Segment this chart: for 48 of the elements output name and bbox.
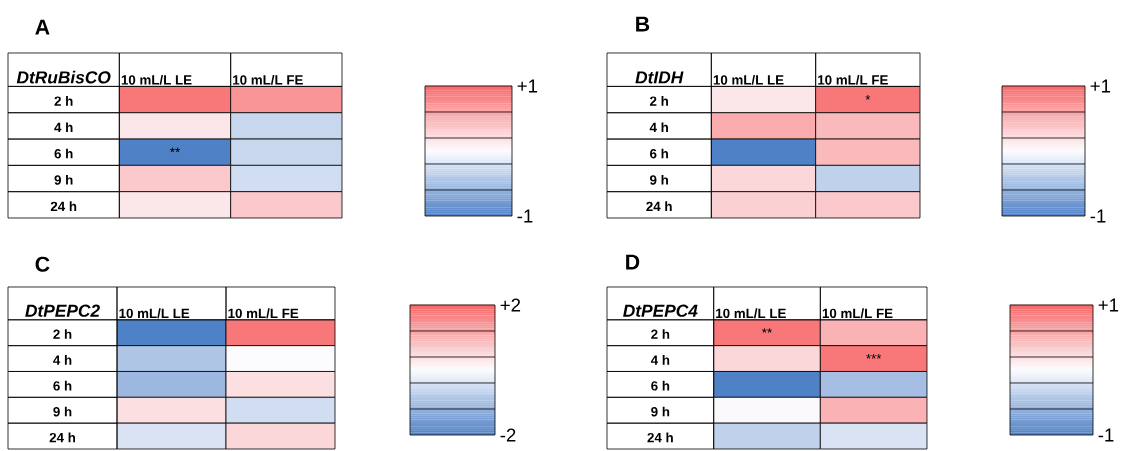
y-tick-label: 9 h	[651, 406, 670, 417]
y-tick-label: 24 h	[646, 201, 672, 211]
y-tick-label: 4 h	[650, 355, 670, 365]
y-tick-label: 24 h	[49, 432, 75, 443]
x-tick-label: 10 mL/L FE	[228, 308, 299, 319]
x-tick-label: 10 mL/L LE	[121, 74, 192, 85]
y-tick-label: 4 h	[54, 122, 73, 133]
color-bar-label: -2	[500, 428, 516, 442]
chart-title: A	[35, 19, 50, 35]
x-tick-label: 10 mL/L FE	[233, 74, 303, 85]
y-axis-title: DtIDH	[635, 71, 684, 84]
color-bar-label: -1	[517, 209, 533, 223]
chart-title: C	[35, 256, 50, 272]
data-label: ***	[866, 353, 882, 359]
y-tick-label: 4 h	[53, 355, 72, 365]
color-bar-label: +1	[517, 79, 538, 93]
y-tick-label: 6 h	[650, 148, 668, 159]
y-tick-label: 24 h	[647, 432, 673, 443]
y-tick-label: 2 h	[53, 329, 72, 339]
data-label: **	[170, 147, 180, 153]
y-tick-label: 9 h	[650, 174, 668, 185]
color-bar-label: +1	[1098, 298, 1119, 312]
x-tick-label: 10 mL/L LE	[713, 74, 784, 85]
x-tick-label: 10 mL/L LE	[716, 308, 786, 319]
y-tick-label: 9 h	[53, 406, 72, 417]
chart-title: B	[636, 16, 650, 32]
y-axis-title: DtRuBisCO	[16, 70, 111, 84]
y-axis-title: DtPEPC4	[623, 304, 698, 317]
data-label: **	[762, 328, 772, 333]
x-tick-label: 10 mL/L FE	[818, 74, 888, 85]
y-tick-label: 2 h	[651, 329, 670, 339]
y-tick-label: 2 h	[650, 96, 668, 106]
data-label: *	[865, 94, 871, 100]
color-bar-label: -1	[1098, 428, 1114, 442]
y-tick-label: 2 h	[54, 96, 73, 106]
color-bar-label: +2	[500, 298, 521, 312]
y-tick-label: 6 h	[651, 380, 670, 391]
color-bar-label: +1	[1090, 79, 1111, 93]
x-tick-label: 10 mL/L FE	[822, 308, 893, 319]
y-tick-label: 24 h	[50, 201, 77, 211]
y-tick-label: 9 h	[54, 174, 73, 185]
color-bar-label: -1	[1090, 209, 1106, 223]
y-tick-label: 4 h	[649, 122, 668, 133]
x-tick-label: 10 mL/L LE	[119, 308, 190, 319]
y-tick-label: 6 h	[54, 148, 73, 159]
y-axis-title: DtPEPC2	[25, 304, 100, 317]
y-tick-label: 6 h	[53, 380, 72, 391]
chart-title: D	[626, 254, 640, 270]
